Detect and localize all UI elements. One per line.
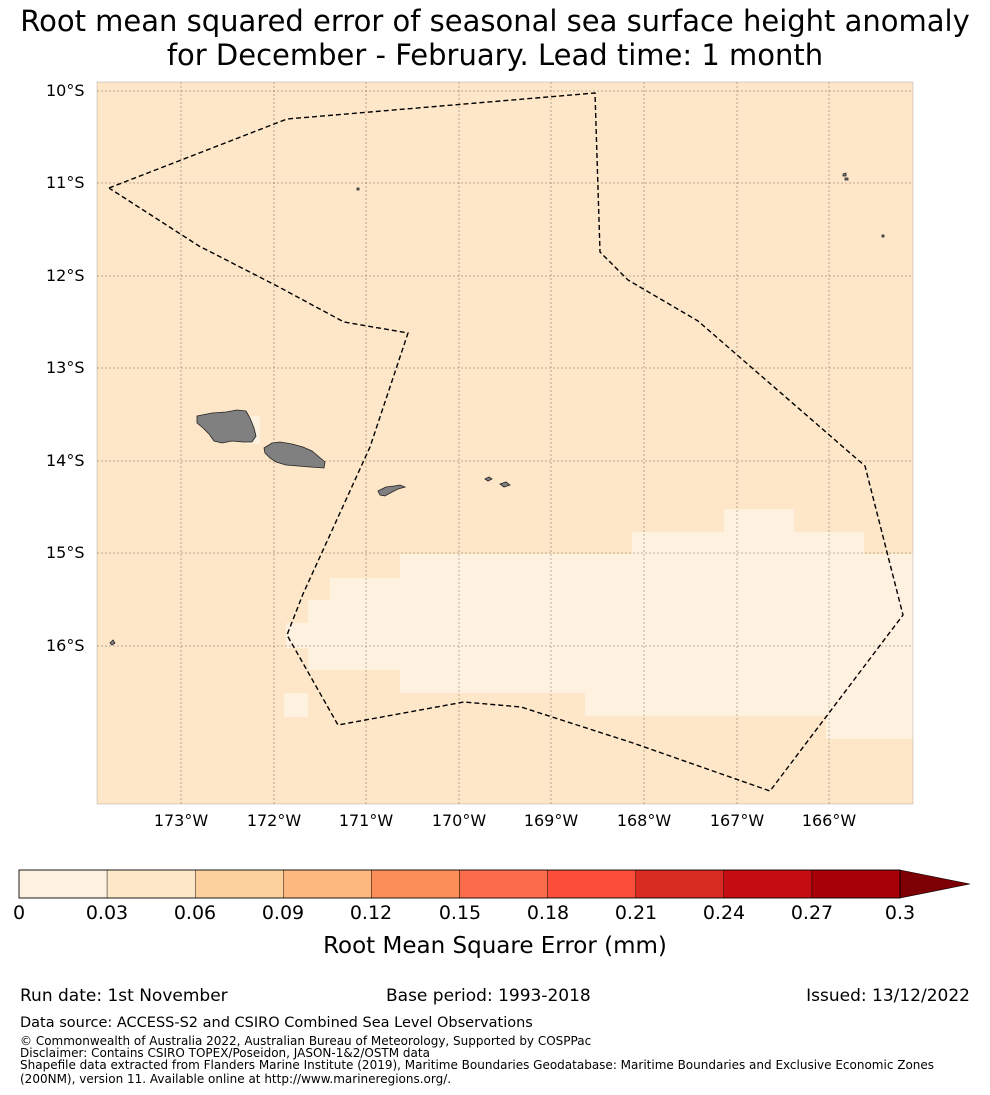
colorbar-segment — [283, 869, 372, 899]
island-savaii — [196, 409, 257, 444]
base-period: Base period: 1993-2018 — [386, 986, 591, 1006]
colorbar-segment — [18, 869, 108, 899]
lat-label-13s: 13°S — [46, 358, 85, 377]
island-swains-b — [844, 177, 849, 181]
lat-label-16s: 16°S — [46, 636, 85, 655]
maritime-boundaries — [108, 92, 904, 792]
island-swains-c — [881, 234, 885, 238]
colorbar-tick: 0.27 — [790, 902, 834, 924]
colorbar-segments — [18, 869, 901, 899]
colorbar-label: Root Mean Square Error (mm) — [323, 933, 667, 959]
colorbar-tick: 0.03 — [85, 902, 129, 924]
shapefile-credit-line-2: (200NM), version 11. Available online at… — [20, 1072, 452, 1086]
colorbar-segment — [371, 869, 460, 899]
low-error-region — [246, 416, 913, 739]
lon-label-171w: 171°W — [338, 811, 394, 830]
colorbar-tick: 0.3 — [884, 902, 916, 924]
colorbar-segment — [811, 869, 901, 899]
colorbar-segment — [635, 869, 725, 899]
chart-title-line-2: for December - February. Lead time: 1 mo… — [166, 38, 824, 72]
issued-date: Issued: 13/12/2022 — [806, 986, 970, 1006]
colorbar-tick: 0.15 — [438, 902, 482, 924]
graticule — [97, 82, 913, 804]
lon-label-169w: 169°W — [523, 811, 579, 830]
lon-label-167w: 167°W — [709, 811, 765, 830]
shapefile-credit-line-1: Shapefile data extracted from Flanders M… — [20, 1058, 935, 1072]
lat-label-12s: 12°S — [46, 266, 85, 285]
lat-label-11s: 11°S — [46, 173, 85, 192]
lon-label-170w: 170°W — [431, 811, 487, 830]
colorbar-tick: 0.18 — [526, 902, 570, 924]
island-tau — [499, 481, 511, 488]
land-masses — [109, 172, 885, 646]
colorbar — [18, 869, 971, 899]
run-date: Run date: 1st November — [20, 986, 228, 1006]
colorbar-tick: 0.09 — [261, 902, 305, 924]
island-swains-a — [842, 172, 847, 177]
map-frame — [96, 81, 914, 805]
colorbar-outline — [18, 869, 901, 899]
colorbar-tick: 0.12 — [349, 902, 393, 924]
lon-label-168w: 168°W — [616, 811, 672, 830]
island-upolu — [263, 441, 326, 469]
data-source: Data source: ACCESS-S2 and CSIRO Combine… — [20, 1015, 533, 1031]
chart-title-line-1: Root mean squared error of seasonal sea … — [20, 4, 970, 38]
island-small-west — [109, 639, 116, 646]
colorbar-tick: 0.06 — [173, 902, 217, 924]
eez-boundary-tokelau — [108, 92, 904, 792]
island-tutuila — [377, 484, 407, 497]
colorbar-segment — [723, 869, 813, 899]
colorbar-segment — [194, 869, 284, 899]
lat-label-14s: 14°S — [46, 451, 85, 470]
map-panel — [96, 81, 914, 805]
island-ofu-olosega — [484, 476, 493, 482]
colorbar-extend-arrow — [899, 869, 971, 899]
colorbar-segment — [459, 869, 548, 899]
colorbar-segment — [547, 869, 636, 899]
lon-label-173w: 173°W — [153, 811, 209, 830]
copyright-notice: © Commonwealth of Australia 2022, Austra… — [20, 1034, 592, 1048]
lat-label-15s: 15°S — [46, 543, 85, 562]
lon-label-172w: 172°W — [246, 811, 302, 830]
colorbar-tick: 0.21 — [614, 902, 658, 924]
colorbar-tick: 0.24 — [702, 902, 746, 924]
island-small-north — [356, 187, 360, 191]
colorbar-segment — [106, 869, 196, 899]
colorbar-tick: 0 — [12, 902, 26, 924]
disclaimer: Disclaimer: Contains CSIRO TOPEX/Poseido… — [20, 1046, 430, 1060]
lon-label-166w: 166°W — [801, 811, 857, 830]
lat-label-10s: 10°S — [46, 81, 85, 100]
